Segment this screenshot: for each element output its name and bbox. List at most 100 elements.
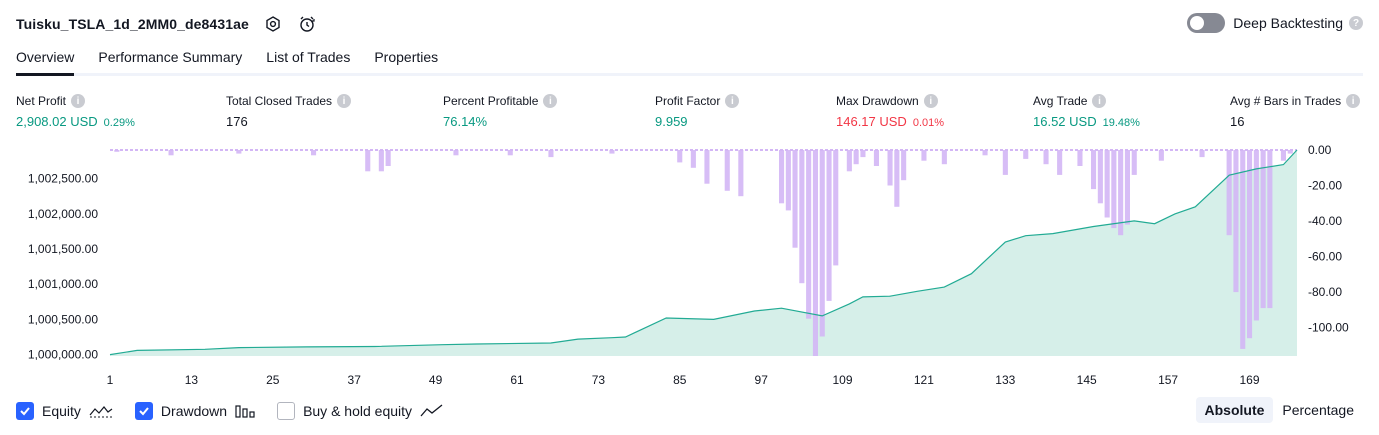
drawdown-bar bbox=[1280, 150, 1286, 161]
drawdown-bar bbox=[1111, 150, 1117, 229]
tab-properties[interactable]: Properties bbox=[374, 49, 439, 65]
equity-drawdown-chart[interactable]: 1,000,000.00 1,000,500.00 1,001,000.00 1,00… bbox=[0, 140, 1379, 390]
drawdown-bar bbox=[941, 150, 947, 165]
right-axis-tick-label: -20.00 bbox=[1308, 179, 1342, 193]
drawdown-bar bbox=[609, 150, 615, 154]
stat-net-profit: Net Profit i 2,908.02 USD 0.29% bbox=[16, 93, 135, 129]
right-axis-tick-label: -100.00 bbox=[1308, 321, 1349, 335]
drawdown-bar bbox=[1267, 150, 1273, 309]
drawdown-toggle[interactable]: Drawdown bbox=[134, 402, 255, 420]
absolute-button[interactable]: Absolute bbox=[1195, 397, 1274, 423]
drawdown-bar bbox=[846, 150, 852, 172]
drawdown-bar bbox=[1260, 150, 1266, 309]
stat-value: 76.14% bbox=[443, 114, 488, 129]
drawdown-bar bbox=[1057, 150, 1063, 175]
drawdown-bar bbox=[1287, 150, 1293, 154]
stats-row: Net Profit i 2,908.02 USD 0.29% Total Clos… bbox=[16, 93, 1363, 133]
left-axis-tick-label: 1,002,000.00 bbox=[28, 207, 98, 221]
chart-legend: Equity Drawdown Buy & hold equity bbox=[16, 400, 466, 422]
equity-toggle[interactable]: Equity bbox=[16, 402, 113, 420]
info-icon[interactable]: i bbox=[71, 94, 86, 108]
x-axis-tick-label: 1 bbox=[107, 373, 114, 387]
drawdown-bar bbox=[1091, 150, 1097, 190]
drawdown-bar bbox=[1233, 150, 1239, 293]
drawdown-bar bbox=[1023, 150, 1029, 159]
info-icon[interactable]: i bbox=[923, 94, 938, 108]
stat-label: Avg # Bars in Trades bbox=[1230, 94, 1342, 108]
drawdown-label: Drawdown bbox=[160, 403, 228, 419]
drawdown-bar bbox=[1226, 150, 1232, 236]
help-icon[interactable]: ? bbox=[1349, 16, 1363, 30]
stat-percent-profitable: Percent Profitable i 76.14% bbox=[443, 93, 558, 129]
x-axis-tick-label: 85 bbox=[673, 373, 687, 387]
buy-hold-line-icon bbox=[420, 403, 444, 419]
info-icon[interactable]: i bbox=[1346, 94, 1361, 108]
buy-hold-label: Buy & hold equity bbox=[303, 403, 413, 419]
report-tabs: Overview Performance Summary List of Tra… bbox=[16, 46, 1363, 76]
x-axis-tick-label: 97 bbox=[755, 373, 769, 387]
stat-value: 16.52 USD bbox=[1033, 114, 1097, 129]
right-axis-tick-label: -40.00 bbox=[1308, 214, 1342, 228]
drawdown-bar bbox=[738, 150, 744, 197]
drawdown-bar bbox=[921, 150, 927, 161]
drawdown-bar bbox=[690, 150, 696, 168]
drawdown-bar bbox=[453, 150, 459, 156]
drawdown-bar bbox=[507, 150, 513, 156]
x-axis-tick-label: 73 bbox=[592, 373, 606, 387]
x-axis-tick-label: 109 bbox=[832, 373, 852, 387]
x-axis-tick-label: 37 bbox=[348, 373, 362, 387]
drawdown-bar bbox=[812, 150, 818, 356]
left-axis-tick-label: 1,000,000.00 bbox=[28, 348, 98, 362]
tab-overview[interactable]: Overview bbox=[16, 46, 75, 76]
x-axis-tick-label: 169 bbox=[1239, 373, 1259, 387]
stat-profit-factor: Profit Factor i 9.959 bbox=[655, 93, 740, 129]
drawdown-bar bbox=[785, 150, 791, 211]
stat-percent: 0.29% bbox=[103, 117, 135, 129]
drawdown-bar bbox=[1247, 150, 1253, 339]
equity-label: Equity bbox=[42, 403, 81, 419]
x-axis-tick-label: 49 bbox=[429, 373, 443, 387]
drawdown-bar bbox=[1043, 150, 1049, 165]
x-axis-tick-label: 121 bbox=[914, 373, 934, 387]
checkbox-checked-icon[interactable] bbox=[16, 402, 34, 420]
stat-label: Percent Profitable bbox=[443, 94, 539, 108]
checkbox-unchecked-icon[interactable] bbox=[277, 402, 296, 420]
percentage-button[interactable]: Percentage bbox=[1282, 402, 1354, 418]
deep-backtesting-label: Deep Backtesting bbox=[1233, 15, 1343, 31]
deep-backtesting-toggle[interactable] bbox=[1187, 13, 1226, 33]
info-icon[interactable]: i bbox=[1092, 94, 1107, 108]
left-axis-tick-label: 1,002,500.00 bbox=[28, 172, 98, 186]
x-axis-tick-label: 25 bbox=[266, 373, 280, 387]
drawdown-bar bbox=[311, 150, 317, 156]
drawdown-bar bbox=[365, 150, 371, 172]
info-icon[interactable]: i bbox=[725, 94, 740, 108]
x-axis-tick-label: 157 bbox=[1158, 373, 1178, 387]
info-icon[interactable]: i bbox=[543, 94, 558, 108]
drawdown-bar bbox=[1097, 150, 1103, 204]
drawdown-bar bbox=[1253, 150, 1259, 321]
stat-percent: 19.48% bbox=[1102, 117, 1140, 129]
x-axis-tick-label: 13 bbox=[185, 373, 199, 387]
drawdown-bar bbox=[236, 150, 242, 154]
x-axis-tick-label: 133 bbox=[995, 373, 1015, 387]
stat-label: Avg Trade bbox=[1033, 94, 1088, 108]
drawdown-bar bbox=[1131, 150, 1137, 175]
stat-avg-trade: Avg Trade i 16.52 USD 19.48% bbox=[1033, 93, 1140, 129]
stat-value: 2,908.02 USD bbox=[16, 114, 98, 129]
replay-clock-icon[interactable] bbox=[297, 14, 317, 34]
settings-icon[interactable] bbox=[263, 14, 283, 34]
tab-list-of-trades[interactable]: List of Trades bbox=[266, 49, 351, 65]
drawdown-bar bbox=[704, 150, 710, 184]
equity-area bbox=[110, 150, 1297, 356]
stat-value: 16 bbox=[1230, 114, 1245, 129]
buy-hold-toggle[interactable]: Buy & hold equity bbox=[277, 402, 444, 420]
drawdown-bar bbox=[1124, 150, 1130, 225]
drawdown-bar bbox=[833, 150, 839, 266]
drawdown-bar bbox=[826, 150, 832, 301]
drawdown-bar bbox=[548, 150, 554, 158]
strategy-header: Tuisku_TSLA_1d_2MM0_de8431ae bbox=[16, 12, 317, 36]
info-icon[interactable]: i bbox=[337, 94, 352, 108]
drawdown-bar bbox=[1077, 150, 1083, 166]
tab-performance-summary[interactable]: Performance Summary bbox=[98, 49, 243, 65]
checkbox-checked-icon[interactable] bbox=[134, 402, 153, 420]
